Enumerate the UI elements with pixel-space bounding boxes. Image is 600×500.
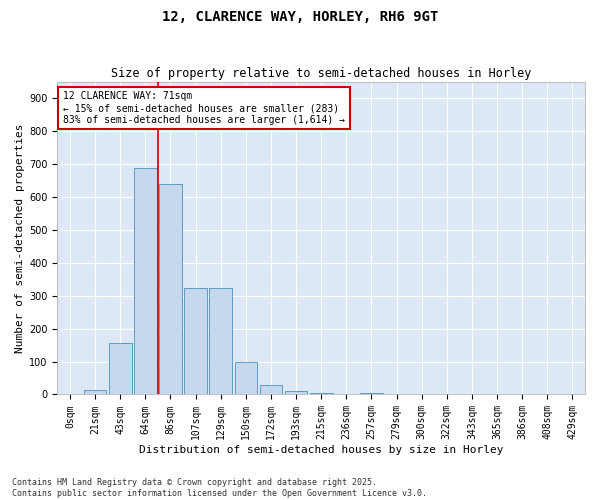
Bar — [159, 184, 182, 394]
Bar — [310, 393, 332, 394]
Bar — [134, 168, 157, 394]
Text: Contains HM Land Registry data © Crown copyright and database right 2025.
Contai: Contains HM Land Registry data © Crown c… — [12, 478, 427, 498]
Bar — [184, 288, 207, 395]
Text: 12 CLARENCE WAY: 71sqm
← 15% of semi-detached houses are smaller (283)
83% of se: 12 CLARENCE WAY: 71sqm ← 15% of semi-det… — [62, 92, 344, 124]
Bar — [235, 362, 257, 394]
X-axis label: Distribution of semi-detached houses by size in Horley: Distribution of semi-detached houses by … — [139, 445, 503, 455]
Bar — [260, 384, 282, 394]
Bar — [209, 288, 232, 395]
Text: 12, CLARENCE WAY, HORLEY, RH6 9GT: 12, CLARENCE WAY, HORLEY, RH6 9GT — [162, 10, 438, 24]
Bar — [109, 344, 131, 394]
Bar — [285, 390, 307, 394]
Bar — [84, 390, 106, 394]
Y-axis label: Number of semi-detached properties: Number of semi-detached properties — [15, 124, 25, 353]
Title: Size of property relative to semi-detached houses in Horley: Size of property relative to semi-detach… — [111, 66, 532, 80]
Bar — [360, 393, 383, 394]
